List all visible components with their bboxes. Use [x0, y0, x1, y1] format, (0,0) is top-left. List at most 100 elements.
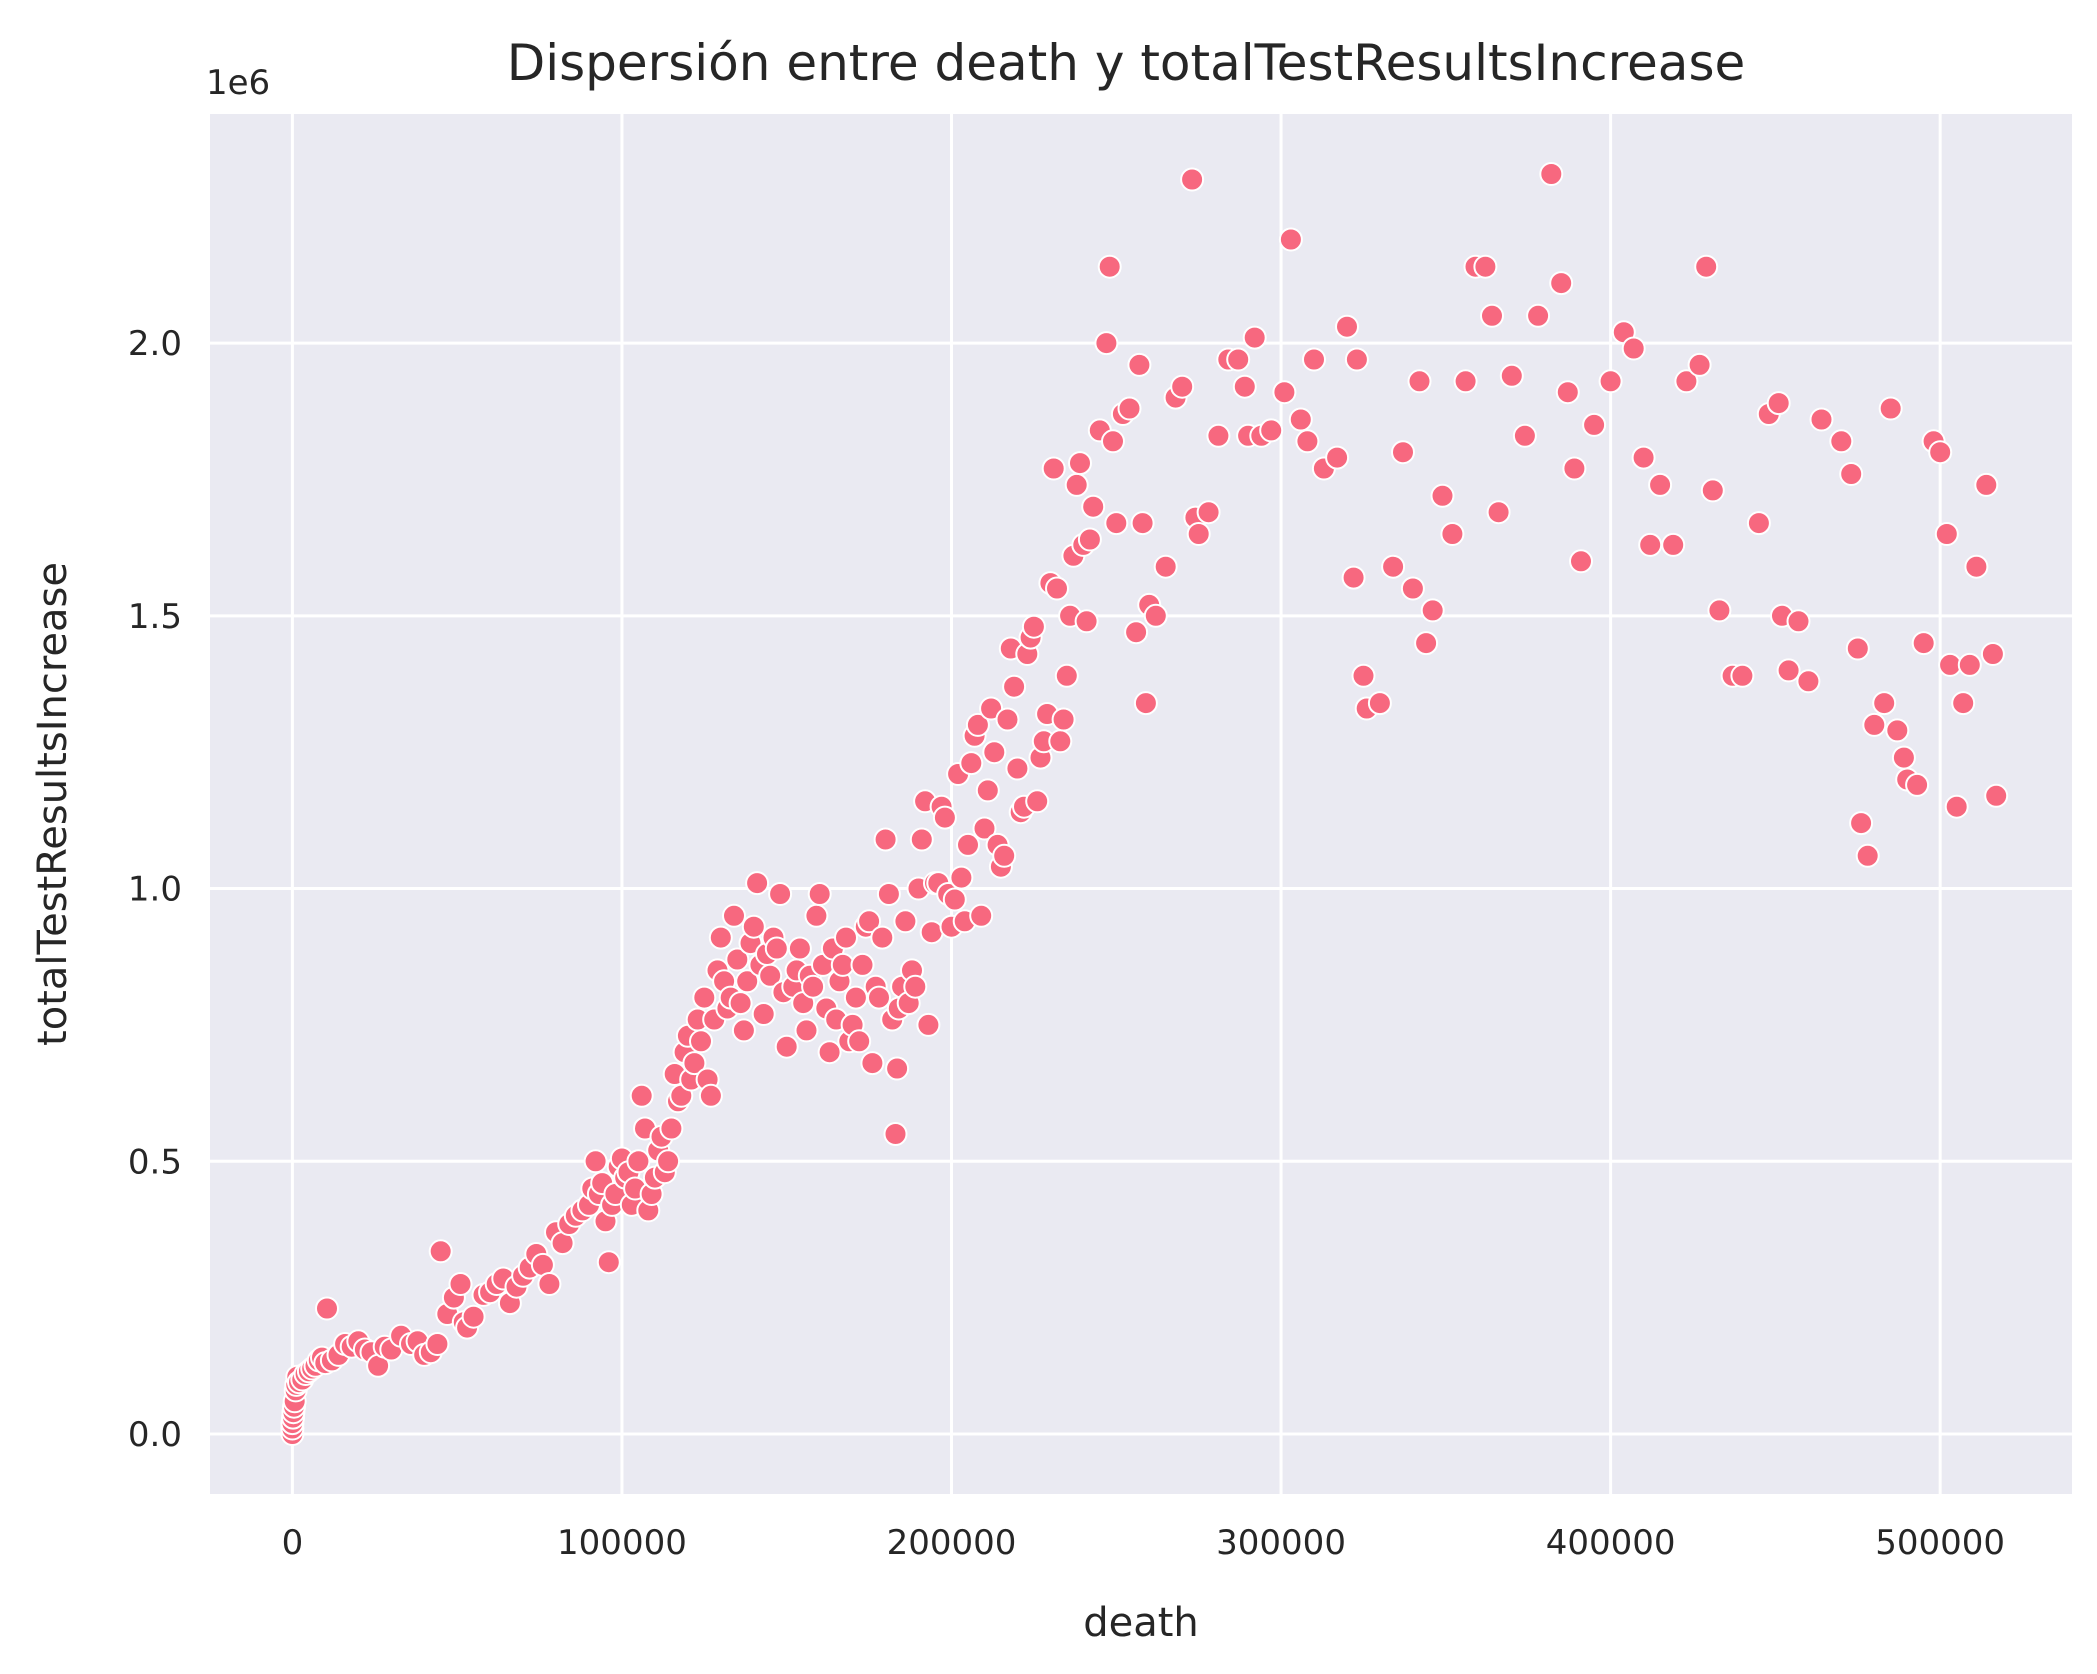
- data-point: [1259, 418, 1284, 443]
- data-point: [1730, 663, 1755, 688]
- data-point: [1074, 609, 1099, 634]
- data-point: [1582, 412, 1607, 437]
- data-point: [1325, 445, 1350, 470]
- data-point: [817, 1040, 842, 1065]
- data-point: [1539, 162, 1564, 186]
- x-tick-label: 200000: [887, 1523, 1017, 1563]
- data-point: [1638, 532, 1663, 557]
- data-point: [1051, 707, 1076, 732]
- data-point: [1041, 456, 1066, 481]
- data-point: [794, 1018, 819, 1043]
- data-point: [1344, 347, 1369, 372]
- data-point: [982, 740, 1007, 765]
- data-point: [1845, 636, 1870, 661]
- data-point: [1776, 658, 1801, 683]
- data-point: [1196, 500, 1221, 525]
- data-point: [1631, 445, 1656, 470]
- data-point: [1351, 663, 1376, 688]
- data-point: [1226, 347, 1251, 372]
- y-tick-label: 1.0: [128, 870, 182, 910]
- data-point: [1048, 729, 1073, 754]
- data-point: [1153, 554, 1178, 579]
- data-point: [942, 887, 967, 912]
- data-point: [847, 1029, 872, 1054]
- data-point: [1430, 483, 1455, 508]
- data-point: [1786, 609, 1811, 634]
- data-point: [629, 1083, 654, 1108]
- data-point: [1694, 254, 1719, 279]
- data-point: [867, 985, 891, 1010]
- data-point: [1984, 783, 2009, 808]
- data-point: [1839, 462, 1864, 486]
- data-point: [870, 925, 895, 950]
- data-point: [1170, 374, 1195, 399]
- data-point: [1648, 472, 1673, 497]
- data-point: [1555, 380, 1580, 405]
- data-point: [1687, 352, 1712, 377]
- data-point: [1400, 576, 1425, 601]
- data-point: [1951, 691, 1976, 716]
- data-point: [1621, 336, 1646, 361]
- data-point: [682, 1051, 707, 1076]
- data-point: [843, 985, 868, 1010]
- data-point: [735, 969, 760, 994]
- data-point: [1002, 674, 1027, 699]
- x-tick-label: 500000: [1875, 1523, 2005, 1563]
- data-point: [1549, 271, 1574, 296]
- data-point: [850, 952, 875, 977]
- data-point: [903, 974, 928, 999]
- data-point: [1796, 669, 1821, 694]
- data-point: [1295, 429, 1320, 454]
- data-point: [1186, 522, 1211, 546]
- data-point: [1872, 691, 1897, 716]
- data-point: [1104, 511, 1129, 536]
- data-point: [1232, 374, 1257, 399]
- data-point: [979, 696, 1004, 721]
- data-point: [883, 1122, 908, 1146]
- data-point: [1021, 614, 1046, 639]
- data-point: [1045, 576, 1069, 601]
- data-point: [626, 1149, 651, 1174]
- data-point: [751, 1002, 776, 1026]
- data-point: [1381, 554, 1406, 579]
- data-point: [656, 1149, 681, 1174]
- chart-title: Dispersión entre death y totalTestResult…: [507, 34, 1746, 92]
- data-point: [860, 1051, 885, 1076]
- x-axis-label: death: [1083, 1600, 1199, 1646]
- data-point: [932, 805, 957, 830]
- data-point: [1862, 712, 1887, 737]
- data-point: [731, 1018, 756, 1043]
- data-point: [916, 1012, 941, 1037]
- data-point: [1928, 440, 1953, 465]
- data-point: [1005, 756, 1030, 781]
- data-point: [1272, 380, 1297, 405]
- data-point: [969, 903, 994, 928]
- data-point: [1891, 745, 1916, 770]
- data-point: [1974, 472, 1999, 497]
- data-point: [1829, 429, 1854, 454]
- data-point: [1855, 843, 1880, 868]
- data-point: [1302, 347, 1326, 372]
- data-point: [1414, 631, 1439, 656]
- data-point: [909, 827, 934, 852]
- data-point: [1885, 718, 1910, 743]
- data-point: [745, 871, 770, 896]
- data-point: [1127, 352, 1152, 377]
- y-tick-label: 0.5: [128, 1142, 182, 1182]
- data-point: [975, 778, 1000, 803]
- data-point: [1440, 522, 1465, 546]
- data-point: [1964, 554, 1989, 579]
- data-point: [1473, 254, 1498, 279]
- data-point: [1130, 511, 1155, 536]
- data-point: [1598, 369, 1623, 394]
- y-tick-label: 0.0: [128, 1415, 182, 1455]
- data-point: [1133, 691, 1158, 716]
- data-point: [1242, 325, 1267, 350]
- data-point: [448, 1272, 473, 1296]
- data-point: [764, 936, 789, 961]
- data-point: [1980, 642, 2005, 666]
- data-point: [1206, 423, 1231, 448]
- data-point: [972, 816, 997, 841]
- x-tick-label: 400000: [1546, 1523, 1676, 1563]
- data-point: [834, 925, 858, 950]
